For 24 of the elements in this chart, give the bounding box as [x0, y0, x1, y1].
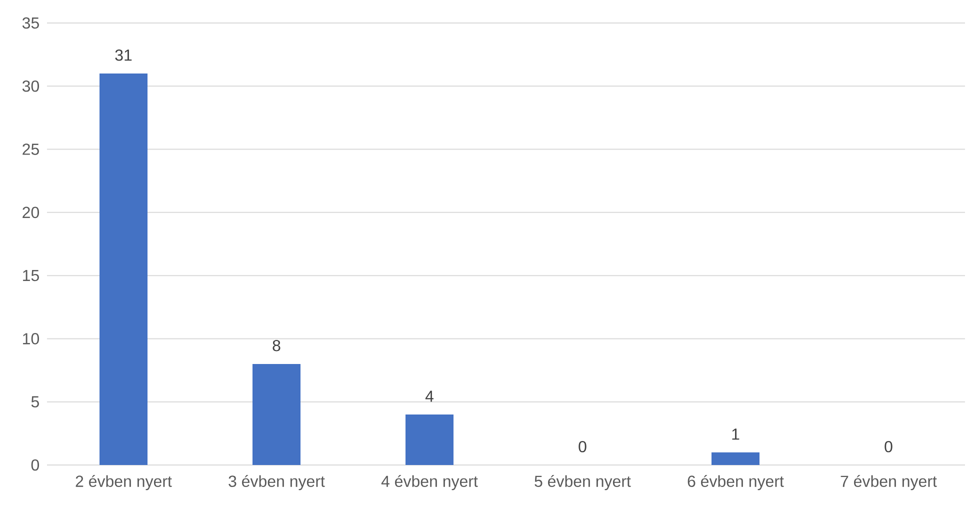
bar: [100, 74, 148, 465]
y-tick-label: 15: [23, 270, 39, 282]
y-tick-label: 10: [23, 333, 40, 344]
data-label: 8: [272, 340, 280, 352]
data-label: 31: [115, 49, 132, 61]
y-tick-label: 30: [22, 80, 40, 92]
x-tick-label: 7 évben nyert: [840, 475, 937, 490]
bar: [252, 364, 301, 465]
y-tick-label: 25: [22, 144, 39, 155]
y-tick-label: 0: [31, 459, 40, 471]
x-tick-label: 3 évben nyert: [228, 475, 325, 490]
x-tick-label: 6 évben nyert: [688, 475, 784, 490]
y-tick-label: 20: [22, 206, 40, 218]
bar: [712, 452, 760, 465]
y-tick-label: 35: [22, 17, 39, 29]
data-label: 0: [884, 440, 892, 452]
x-tick-label: 4 évben nyert: [381, 475, 478, 490]
y-tick-label: 5: [31, 396, 39, 408]
data-label: 4: [425, 390, 434, 402]
data-label: 1: [732, 428, 740, 440]
x-tick-label: 2 évben nyert: [76, 475, 172, 490]
x-tick-label: 5 évben nyert: [534, 475, 631, 490]
data-label: 0: [578, 440, 586, 452]
bar: [406, 414, 454, 465]
